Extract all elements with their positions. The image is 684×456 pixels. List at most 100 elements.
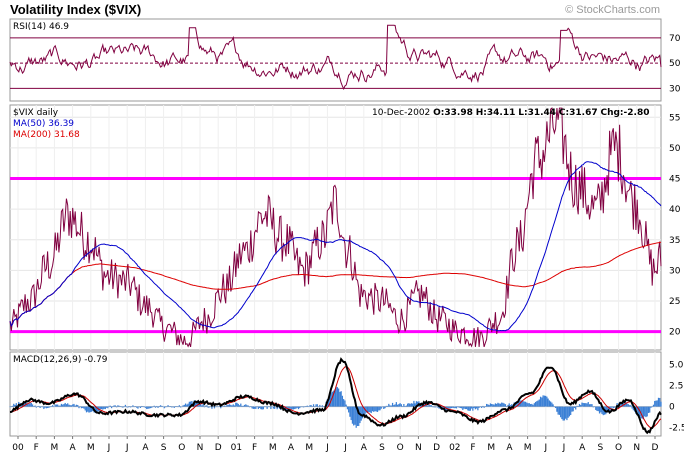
macd-histogram-bar (531, 403, 533, 407)
macd-histogram-bar (482, 405, 484, 407)
macd-histogram-bar (112, 406, 114, 407)
macd-histogram-bar (265, 406, 267, 408)
macd-histogram-bar (74, 405, 76, 407)
macd-histogram-bar (602, 406, 604, 416)
macd-histogram-bar (511, 404, 513, 407)
macd-histogram-bar (247, 405, 249, 407)
macd-histogram-bar (353, 406, 355, 426)
macd-histogram-bar (78, 406, 80, 409)
macd-histogram-bar (113, 405, 115, 407)
macd-histogram-bar (277, 406, 280, 408)
macd-histogram-bar (341, 395, 344, 407)
macd-histogram-bar (232, 404, 234, 407)
macd-histogram-bar (84, 406, 86, 411)
macd-histogram-bar (379, 406, 381, 411)
macd-histogram-bar (627, 404, 630, 407)
macd-histogram-bar (117, 405, 119, 407)
macd-histogram-bar (660, 401, 662, 407)
macd-histogram-bar (450, 406, 453, 409)
macd-histogram-bar (322, 406, 325, 408)
macd-histogram-bar (590, 404, 592, 407)
macd-histogram-bar (55, 404, 58, 407)
macd-histogram-bar (109, 405, 111, 407)
x-tick-label: A (288, 443, 295, 453)
x-axis: 00 F M A M J J A S O N D 01 F M A M J J A S O N D 02 F M A M J J A S O N D (12, 436, 659, 453)
macd-histogram-bar (448, 406, 450, 409)
macd-histogram-bar (48, 406, 50, 408)
x-tick-label: O (397, 443, 404, 453)
x-tick-label: 02 (449, 443, 460, 453)
macd-histogram-bar (613, 406, 616, 408)
macd-histogram-bar (366, 406, 369, 414)
macd-tick-labels: 5.0 2.5 0 -2.5 (669, 361, 684, 434)
macd-histogram-bar (414, 403, 416, 407)
x-tick-label: F (470, 443, 475, 453)
macd-histogram-bar (240, 403, 242, 407)
macd-tick-label: 0 (669, 403, 675, 413)
macd-histogram-bar (105, 406, 108, 408)
macd-histogram-bar (409, 403, 411, 407)
x-tick-label: M (305, 443, 313, 453)
macd-histogram-bar (122, 406, 124, 408)
macd-histogram-bar (620, 401, 622, 407)
macd-histogram-bar (437, 406, 439, 408)
macd-histogram-bar (237, 403, 239, 407)
macd-histogram-bar (610, 406, 612, 410)
macd-histogram-bar (464, 406, 466, 410)
macd-histogram-bar (248, 406, 251, 408)
macd-tick-label: -2.5 (669, 424, 684, 434)
macd-histogram-bar (133, 406, 135, 408)
macd-histogram-bar (395, 402, 397, 407)
macd-histogram-bar (306, 405, 308, 407)
macd-histogram-bar (340, 391, 342, 407)
price-panel-frame (9, 104, 662, 351)
macd-histogram-bar (349, 406, 351, 417)
macd-histogram-bar (380, 406, 382, 409)
macd-histogram-bar (270, 406, 272, 410)
x-tick-label: O (615, 443, 622, 453)
macd-histogram-bar (257, 406, 259, 410)
macd-histogram-bar (242, 405, 244, 407)
macd-histogram-bar (139, 406, 142, 408)
macd-histogram-bar (351, 406, 354, 424)
x-tick-label: S (161, 443, 167, 453)
macd-histogram-bar (11, 405, 14, 407)
price-tick-label: 55 (669, 113, 680, 123)
macd-histogram-bar (415, 401, 418, 407)
macd-histogram-bar (230, 404, 232, 407)
macd-histogram-bar (521, 400, 523, 407)
macd-histogram-bar (423, 402, 425, 407)
macd-histogram-bar (486, 403, 488, 407)
macd-histogram-bar (355, 406, 357, 428)
macd-histogram-bar (652, 404, 655, 407)
macd-histogram-bar (407, 403, 409, 407)
macd-histogram-bar (319, 404, 321, 407)
macd-histogram-bar (253, 406, 256, 409)
macd-histogram-bar (435, 406, 438, 408)
macd-histogram-bar (396, 404, 399, 407)
macd-histogram-bar (410, 403, 413, 407)
macd-histogram-bar (267, 406, 270, 408)
macd-histogram-bar (583, 403, 586, 407)
macd-histogram-bar (157, 406, 159, 408)
macd-histogram-bar (132, 405, 134, 407)
macd-histogram-bar (358, 406, 360, 426)
macd-histogram-bar (36, 406, 39, 407)
macd-histogram-bar (258, 406, 261, 408)
rsi-panel: RSI(14) 46.9 30 50 70 (9, 18, 681, 102)
macd-histogram-bar (401, 406, 404, 407)
macd-histogram-bar (164, 406, 167, 408)
macd-histogram-bar (449, 406, 451, 409)
macd-histogram-bar (206, 405, 208, 407)
macd-histogram-bar (285, 406, 287, 411)
macd-histogram-bar (186, 404, 188, 407)
macd-histogram-bar (136, 406, 138, 408)
macd-histogram-bar (361, 406, 364, 419)
macd-histogram-bar (560, 406, 562, 418)
macd-histogram-bar (331, 391, 333, 407)
macd-histogram-bar (588, 404, 591, 407)
macd-histogram-bar (601, 406, 603, 415)
macd-histogram-bar (272, 406, 275, 409)
macd-histogram-bar (216, 406, 218, 408)
